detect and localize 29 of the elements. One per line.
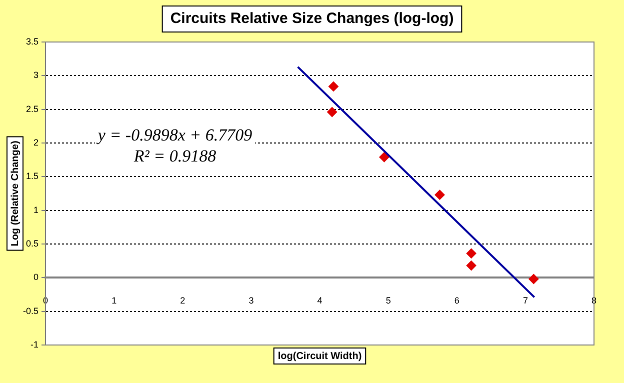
point xyxy=(466,260,476,271)
y-tick-label: 1.5 xyxy=(26,171,39,182)
y-tick-label: 3.5 xyxy=(26,36,39,46)
x-tick-label: 1 xyxy=(112,296,117,306)
point xyxy=(466,248,476,258)
y-tick-label: 2 xyxy=(33,137,39,148)
y-tick-label: 1 xyxy=(33,204,39,215)
x-tick-label: 2 xyxy=(180,296,186,306)
x-tick-label: 7 xyxy=(522,296,528,306)
y-tick-label: -1 xyxy=(30,339,39,350)
x-tick-label: 4 xyxy=(317,296,322,306)
y-tick-label: 3 xyxy=(33,70,39,80)
point xyxy=(434,190,445,200)
y-tick-label: -0.5 xyxy=(22,306,39,316)
point xyxy=(327,107,338,118)
y-axis-title: Log (Relative Change) xyxy=(10,140,21,246)
annotation: R² = 0.9188 xyxy=(132,146,217,166)
chart-title: Circuits Relative Size Changes (log-log) xyxy=(170,10,454,28)
x-tick-label: 3 xyxy=(248,296,254,306)
y-tick-label: 0 xyxy=(33,272,39,282)
x-tick-label: 6 xyxy=(454,296,460,306)
point xyxy=(328,81,338,92)
y-tick-label: 2.5 xyxy=(26,104,39,114)
x-axis-title: log(Circuit Width) xyxy=(278,350,362,362)
point xyxy=(379,152,390,162)
point xyxy=(528,274,539,284)
y-tick-label: 0.5 xyxy=(26,238,39,248)
annotation: y = -0.9898x + 6.7709 xyxy=(96,125,253,144)
x-tick-label: 5 xyxy=(386,296,391,306)
